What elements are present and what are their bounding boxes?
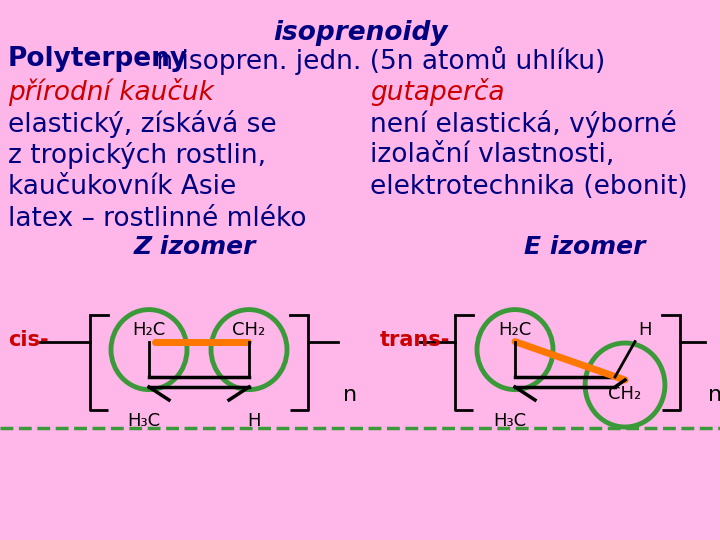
Text: n: n <box>343 385 357 405</box>
Text: E izomer: E izomer <box>524 235 646 259</box>
Text: elektrotechnika (ebonit): elektrotechnika (ebonit) <box>370 174 688 200</box>
Text: H: H <box>638 321 652 339</box>
Text: H₂C: H₂C <box>498 321 531 339</box>
Text: n: n <box>708 385 720 405</box>
Text: kaučukovník Asie: kaučukovník Asie <box>8 174 236 200</box>
Text: izolační vlastnosti,: izolační vlastnosti, <box>370 142 614 168</box>
Text: H₃C: H₃C <box>127 412 161 430</box>
Text: elastický, získává se: elastický, získává se <box>8 110 276 138</box>
Text: n isopren. jedn. (5n atomů uhlíku): n isopren. jedn. (5n atomů uhlíku) <box>148 46 606 75</box>
Text: přírodní kaučuk: přírodní kaučuk <box>8 78 214 106</box>
Text: cis-: cis- <box>8 330 49 350</box>
Text: trans-: trans- <box>380 330 451 350</box>
Text: H: H <box>247 412 261 430</box>
Text: CH₂: CH₂ <box>233 321 266 339</box>
Text: Z izomer: Z izomer <box>134 235 256 259</box>
Text: Polyterpeny: Polyterpeny <box>8 46 188 72</box>
Text: H₂C: H₂C <box>132 321 166 339</box>
Text: latex – rostlinné mléko: latex – rostlinné mléko <box>8 206 307 232</box>
Text: H₃C: H₃C <box>493 412 526 430</box>
Text: CH₂: CH₂ <box>608 385 642 403</box>
Text: gutaperča: gutaperča <box>370 78 505 106</box>
Text: není elastická, výborné: není elastická, výborné <box>370 110 677 138</box>
Text: isoprenoidy: isoprenoidy <box>273 20 447 46</box>
Text: z tropických rostlin,: z tropických rostlin, <box>8 142 266 169</box>
